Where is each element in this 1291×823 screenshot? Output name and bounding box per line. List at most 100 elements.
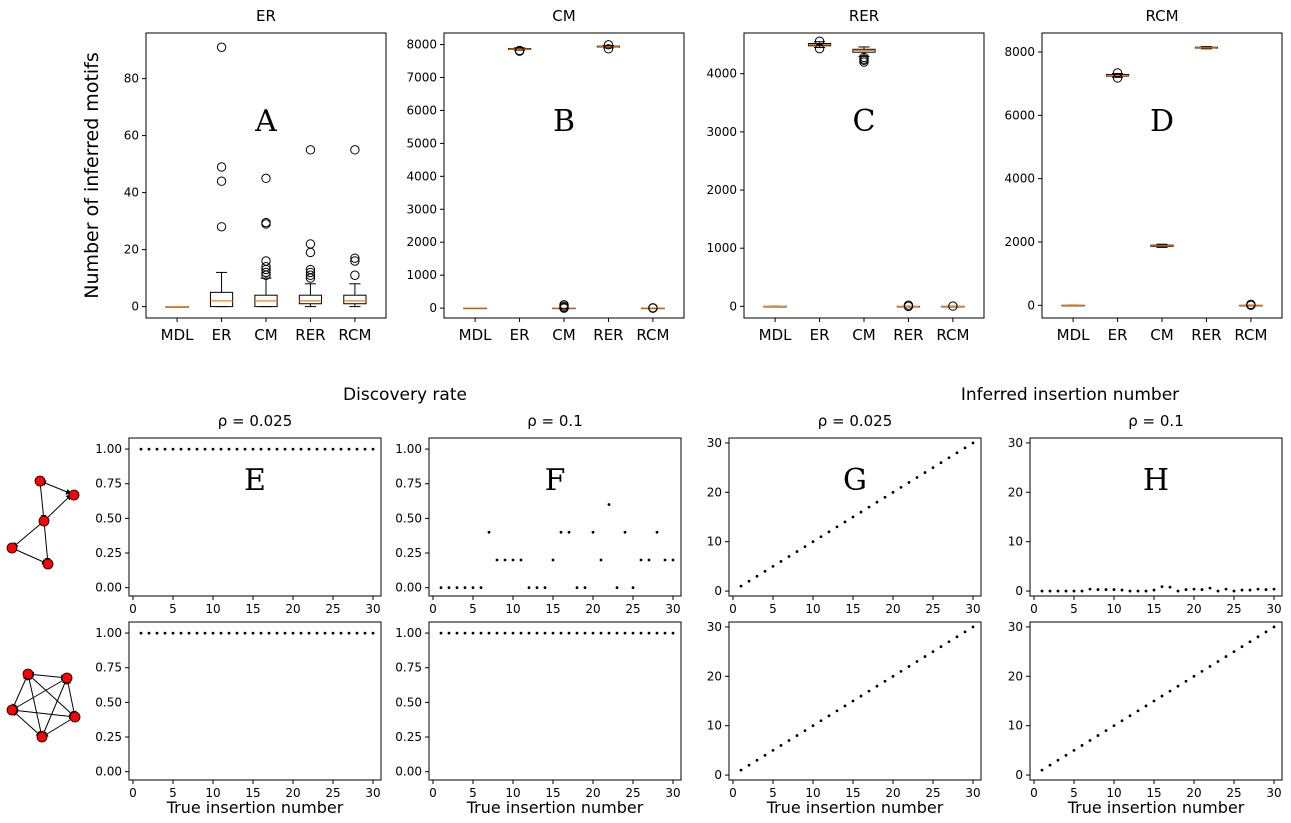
y-tick-label: 0.75 [95, 477, 122, 491]
chart-title: ER [256, 7, 276, 25]
y-tick-label: 10 [707, 535, 722, 549]
scatter-point [267, 631, 271, 635]
scatter-point [543, 631, 547, 635]
scatter-point [1112, 724, 1116, 728]
scatter-point [355, 447, 359, 451]
scatter-point [1216, 589, 1220, 593]
panel-label: D [1150, 104, 1174, 139]
x-tick-label: 0 [129, 786, 137, 800]
y-tick-label: 10 [1008, 535, 1023, 549]
scatter-point [851, 699, 855, 703]
x-category-label: RCM [1234, 326, 1267, 344]
x-tick-label: 0 [429, 786, 437, 800]
scatter-point [947, 640, 951, 644]
scatter-point [575, 631, 579, 635]
scatter-point [1120, 588, 1124, 592]
scatter-point [1240, 588, 1244, 592]
scatter-point [195, 631, 199, 635]
plot-frame [1029, 437, 1283, 597]
scatter-point [1064, 753, 1068, 757]
scatter-point [811, 540, 815, 544]
scatter-point [1056, 589, 1060, 593]
y-tick-label: 0.25 [95, 730, 122, 744]
x-tick-label: 20 [585, 786, 600, 800]
x-category-label: MDL [1057, 326, 1090, 344]
scatter-point [591, 530, 595, 534]
scatter-point [267, 447, 271, 451]
x-tick-label: 25 [625, 786, 640, 800]
box-flier [903, 300, 914, 310]
scatter-point [843, 520, 847, 524]
y-tick-label: 0.00 [95, 765, 122, 779]
box-flier [603, 40, 614, 50]
scatter-point [1136, 589, 1140, 593]
plot-frame [728, 437, 982, 597]
box-flier [305, 267, 316, 278]
scatter-point [883, 495, 887, 499]
y-tick-label: 4000 [406, 169, 437, 183]
scatter-point [1272, 625, 1276, 629]
chart-G2: 0 10 20 30 0 5 10 15 20 25 30 True insertion number [707, 620, 982, 817]
scatter-point [739, 768, 743, 772]
scatter-point [591, 631, 595, 635]
scatter-point [795, 550, 799, 553]
x-tick-label: 10 [205, 786, 220, 800]
scatter-point [1152, 588, 1156, 592]
scatter-point [1064, 589, 1068, 593]
y-tick-label: 5000 [406, 136, 437, 150]
chart-title: RCM [1145, 7, 1178, 25]
x-axis-label: True insertion number [1067, 798, 1245, 817]
x-category-label: RER [295, 326, 325, 344]
scatter-point [487, 530, 491, 534]
y-tick-label: 0 [1015, 768, 1023, 782]
x-category-label: RCM [636, 326, 669, 344]
scatter-point [1272, 587, 1276, 591]
plot-frame [428, 437, 682, 597]
x-tick-label: 10 [1106, 786, 1121, 800]
x-tick-label: 5 [769, 602, 777, 616]
scatter-point [495, 631, 499, 635]
motif-5-node-sparse-icon [6, 475, 80, 570]
x-tick-label: 30 [1266, 786, 1281, 800]
scatter-point [955, 635, 959, 639]
scatter-point [439, 631, 443, 635]
x-tick-label: 10 [805, 786, 820, 800]
x-category-label: RCM [338, 326, 371, 344]
y-tick-label: 10 [1008, 719, 1023, 733]
chart-title: RER [849, 7, 879, 25]
scatter-point [835, 709, 839, 713]
scatter-point [875, 500, 879, 504]
x-category-label: CM [254, 326, 277, 344]
x-tick-label: 10 [205, 602, 220, 616]
chart-F: 0.00 0.25 0.50 0.75 1.00 ρ = 0.1 F 0 5 10 15 20 25 30 [395, 412, 682, 616]
scatter-point [463, 631, 467, 635]
scatter-point [339, 631, 343, 635]
scatter-point [227, 447, 231, 451]
x-tick-label: 30 [665, 602, 680, 616]
scatter-point [883, 679, 887, 683]
scatter-point [1144, 589, 1148, 593]
scatter-point [851, 515, 855, 519]
scatter-point [1208, 665, 1212, 668]
scatter-point [1080, 589, 1084, 593]
scatter-point [907, 481, 911, 484]
scatter-point [779, 744, 783, 747]
box-flier [514, 45, 525, 56]
box-flier [859, 52, 869, 63]
scatter-point [1144, 704, 1148, 708]
box-flier [261, 173, 271, 184]
scatter-point [631, 631, 635, 635]
scatter-point [763, 569, 767, 573]
scatter-point [315, 447, 319, 451]
scatter-point [947, 456, 951, 460]
x-tick-label: 20 [585, 602, 600, 616]
box-flier [261, 267, 271, 278]
scatter-point [163, 631, 167, 635]
scatter-point [323, 631, 327, 635]
x-category-label: CM [552, 326, 575, 344]
x-category-label: RER [593, 326, 623, 344]
x-tick-label: 0 [1030, 602, 1038, 616]
scatter-point [1120, 719, 1124, 723]
box-flier [216, 162, 227, 172]
box-body [209, 291, 234, 308]
